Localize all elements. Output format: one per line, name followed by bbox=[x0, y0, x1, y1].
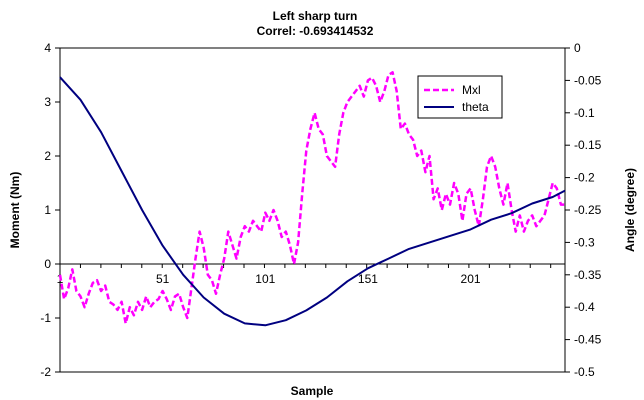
legend: Mxl theta bbox=[417, 75, 503, 119]
y2-tick-label: -0.1 bbox=[574, 106, 595, 120]
legend-label-mxl: Mxl bbox=[462, 83, 481, 97]
y2-tick-label: 0 bbox=[574, 41, 581, 55]
y-axis-ticks: -2 -1 0 1 2 3 4 bbox=[40, 41, 60, 379]
x-tick-label: 201 bbox=[461, 272, 481, 286]
y2-tick-label: -0.15 bbox=[574, 138, 602, 152]
x-tick-label: 151 bbox=[358, 272, 378, 286]
x-axis-ticks: 1 51 101 151 201 bbox=[57, 264, 552, 286]
y2-tick-label: -0.5 bbox=[574, 365, 595, 379]
series-line-theta bbox=[59, 76, 566, 327]
y2-axis-ticks: 0 -0.05 -0.1 -0.15 -0.2 -0.25 -0.3 -0.35 -0.4 -0.… bbox=[565, 41, 602, 379]
y-tick-label: 4 bbox=[44, 41, 51, 55]
y-tick-label: -1 bbox=[40, 311, 51, 325]
y2-axis-title: Angle (degree) bbox=[623, 168, 637, 252]
y-axis-title: Moment (Nm) bbox=[8, 172, 22, 249]
x-tick-label: 51 bbox=[156, 272, 170, 286]
y2-tick-label: -0.35 bbox=[574, 268, 602, 282]
y-tick-label: -2 bbox=[40, 365, 51, 379]
chart-title: Left sharp turn bbox=[273, 9, 358, 23]
x-tick-label: 101 bbox=[255, 272, 275, 286]
chart-subtitle: Correl: -0.693414532 bbox=[257, 24, 374, 38]
y-tick-label: 0 bbox=[44, 257, 51, 271]
y2-tick-label: -0.2 bbox=[574, 171, 595, 185]
series-layer bbox=[58, 71, 566, 327]
series-line-mxl bbox=[58, 71, 565, 325]
legend-label-theta: theta bbox=[462, 100, 489, 114]
y-tick-label: 2 bbox=[44, 149, 51, 163]
x-axis-title: Sample bbox=[291, 384, 334, 398]
y-tick-label: 3 bbox=[44, 95, 51, 109]
y2-tick-label: -0.45 bbox=[574, 333, 602, 347]
y-tick-label: 1 bbox=[44, 203, 51, 217]
y2-tick-label: -0.4 bbox=[574, 300, 595, 314]
y2-tick-label: -0.3 bbox=[574, 235, 595, 249]
legend-box bbox=[417, 75, 503, 119]
y2-tick-label: -0.25 bbox=[574, 203, 602, 217]
y2-tick-label: -0.05 bbox=[574, 73, 602, 87]
